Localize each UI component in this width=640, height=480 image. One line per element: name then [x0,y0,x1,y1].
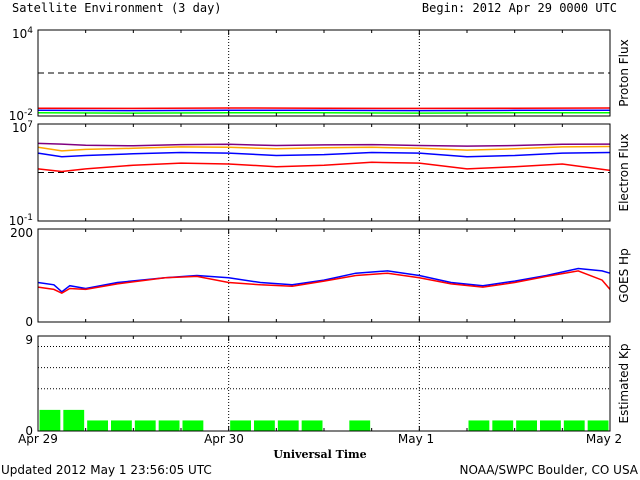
kp-bar [492,420,514,431]
goes-hp-panel: 0 200 GOES Hp [10,226,631,329]
estimated-kp-panel: 0 9 Estimated Kp [25,333,631,438]
kp-bar [277,420,299,431]
kp-bar [111,420,132,431]
kp-bar [540,420,561,431]
x-axis-label: Universal Time [273,448,366,461]
purple-series-line [37,142,611,147]
y-tick-label: 10-1 [9,213,33,228]
red-series-line [37,270,611,295]
kp-bar [468,420,490,431]
y-tick-label: 200 [10,226,33,240]
y-tick-label: 0 [25,315,33,329]
y-axis-label: GOES Hp [617,248,631,302]
kp-bar [39,409,61,431]
kp-bar [563,420,585,431]
kp-bar [254,420,275,431]
proton-flux-panel: 10-2 104 Proton Flux [9,26,631,123]
y-tick-label: 10-2 [9,108,33,123]
kp-bar [63,409,85,431]
kp-bar [87,420,108,431]
x-tick-label: Apr 30 [204,432,244,446]
y-tick-label: 9 [25,333,33,347]
kp-bar [349,420,371,431]
y-axis-label: Proton Flux [617,39,631,106]
kp-bar [134,420,156,431]
panel-frame [37,228,611,323]
kp-bar [230,420,251,431]
red-series-line [37,161,611,173]
x-tick-label: Apr 29 [18,432,58,446]
chart-title: Satellite Environment (3 day) [12,1,222,15]
credit: NOAA/SWPC Boulder, CO USA [460,463,639,477]
kp-bar [158,420,180,431]
x-tick-label: May 1 [398,432,434,446]
blue-series-line [37,151,611,158]
y-tick-label: 0 [25,424,33,438]
blue-series-line [37,267,611,293]
kp-bar [301,420,323,431]
kp-bar [587,420,609,431]
orange-series-line [37,145,611,152]
x-tick-label: May 2 [586,432,622,446]
y-axis-label: Estimated Kp [617,344,631,424]
begin-time: Begin: 2012 Apr 29 0000 UTC [422,1,617,15]
y-axis-label: Electron Flux [617,134,631,212]
kp-bar [182,420,204,431]
y-tick-label: 107 [12,120,33,135]
kp-bar [516,420,537,431]
panel-frame [37,335,611,432]
updated-timestamp: Updated 2012 May 1 23:56:05 UTC [1,463,212,477]
y-tick-label: 104 [12,26,33,41]
electron-flux-panel: 10-1 107 Electron Flux [9,120,631,228]
panels: 10-2 104 Proton Flux 10-1 107 Electron Flux 0 2… [9,26,631,438]
